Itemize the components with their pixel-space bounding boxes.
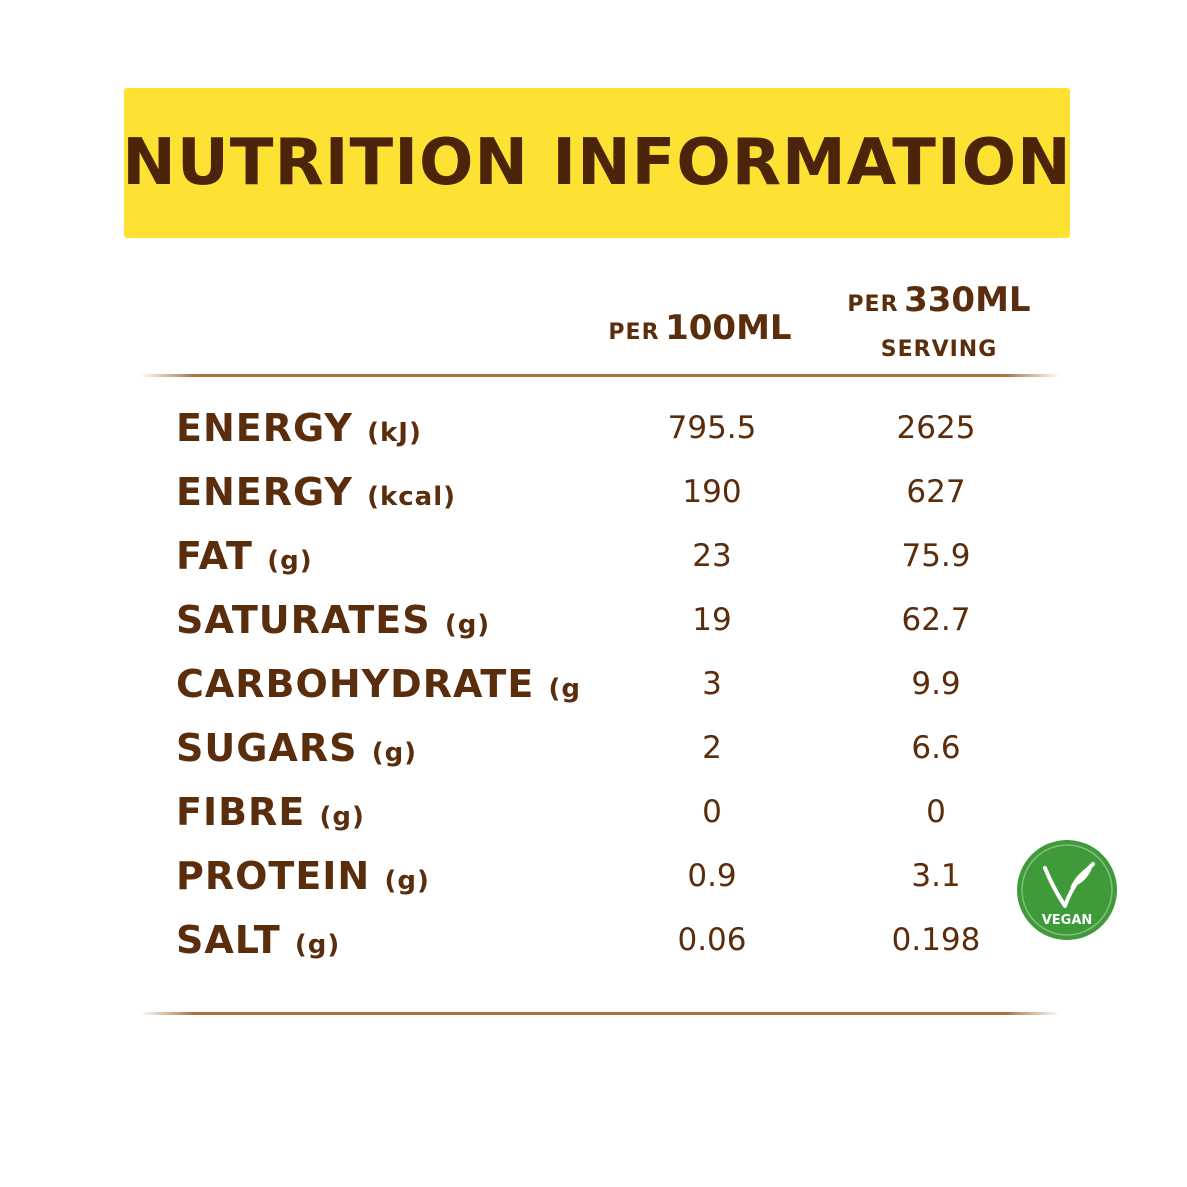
value-per-serving: 2625 xyxy=(896,410,976,446)
value-per-100ml: 0.9 xyxy=(687,858,737,894)
nutrient-label: SALT (g) xyxy=(176,918,341,962)
nutrient-label: SATURATES (g) xyxy=(176,598,491,642)
nutrient-label: SUGARS (g) xyxy=(176,726,418,770)
nutrient-label: ENERGY (kJ) xyxy=(176,406,422,450)
nutrient-label: CARBOHYDRATE (g xyxy=(176,662,582,706)
value-per-100ml: 795.5 xyxy=(667,410,757,446)
nutrient-unit: (g) xyxy=(444,610,491,640)
nutrition-row-protein: PROTEIN (g) 0.9 3.1 xyxy=(176,854,1016,918)
value-per-100ml: 0 xyxy=(702,794,722,830)
value-per-serving: 9.9 xyxy=(911,666,961,702)
value-per-100ml: 3 xyxy=(702,666,722,702)
page-title: NUTRITION INFORMATION xyxy=(122,126,1072,200)
nutrition-row-saturates: SATURATES (g) 19 62.7 xyxy=(176,598,1016,662)
nutrient-label: PROTEIN (g) xyxy=(176,854,430,898)
divider-bottom xyxy=(140,1012,1060,1015)
nutrition-row-salt: SALT (g) 0.06 0.198 xyxy=(176,918,1016,982)
value-per-serving: 6.6 xyxy=(911,730,961,766)
column-header-per-330ml: PER 330ML SERVING xyxy=(826,278,1052,372)
nutrient-unit: (g) xyxy=(267,546,313,576)
column-header-per-100ml: PER 100ML xyxy=(590,308,810,348)
vegan-badge-label: VEGAN xyxy=(1042,913,1093,928)
nutrient-unit: (g) xyxy=(294,930,341,960)
column-header-amount: 330ML xyxy=(904,280,1031,320)
value-per-100ml: 2 xyxy=(702,730,722,766)
nutrition-row-carbohydrate: CARBOHYDRATE (g 3 9.9 xyxy=(176,662,1016,726)
nutrient-unit: (kJ) xyxy=(367,418,422,448)
value-per-serving: 0.198 xyxy=(891,922,981,958)
value-per-serving: 3.1 xyxy=(911,858,961,894)
nutrition-row-fat: FAT (g) 23 75.9 xyxy=(176,534,1016,598)
value-per-serving: 627 xyxy=(906,474,966,510)
title-banner: NUTRITION INFORMATION xyxy=(122,88,1072,238)
nutrient-label: ENERGY (kcal) xyxy=(176,470,457,514)
column-header-prefix: PER xyxy=(847,292,899,317)
nutrient-label: FIBRE (g) xyxy=(176,790,365,834)
nutrient-unit: (g) xyxy=(384,866,430,896)
value-per-serving: 75.9 xyxy=(901,538,971,574)
divider-top xyxy=(140,374,1060,377)
column-header-amount: 100ML xyxy=(665,308,792,348)
nutrient-unit: (g) xyxy=(371,738,418,768)
nutrient-unit: (g) xyxy=(319,802,365,832)
value-per-100ml: 23 xyxy=(692,538,732,574)
value-per-100ml: 19 xyxy=(692,602,732,638)
nutrition-row-energy-kj: ENERGY (kJ) 795.5 2625 xyxy=(176,406,1016,470)
nutrient-unit: (g xyxy=(548,674,582,704)
vegan-badge-icon: VEGAN xyxy=(1017,840,1117,940)
value-per-100ml: 190 xyxy=(682,474,742,510)
nutrition-row-sugars: SUGARS (g) 2 6.6 xyxy=(176,726,1016,790)
value-per-serving: 62.7 xyxy=(901,602,971,638)
column-header-suffix: SERVING xyxy=(880,337,998,362)
value-per-serving: 0 xyxy=(926,794,946,830)
nutrient-label: FAT (g) xyxy=(176,534,313,578)
nutrition-row-fibre: FIBRE (g) 0 0 xyxy=(176,790,1016,854)
nutrient-unit: (kcal) xyxy=(367,482,457,512)
nutrition-row-energy-kcal: ENERGY (kcal) 190 627 xyxy=(176,470,1016,534)
column-header-prefix: PER xyxy=(608,320,660,345)
value-per-100ml: 0.06 xyxy=(677,922,747,958)
